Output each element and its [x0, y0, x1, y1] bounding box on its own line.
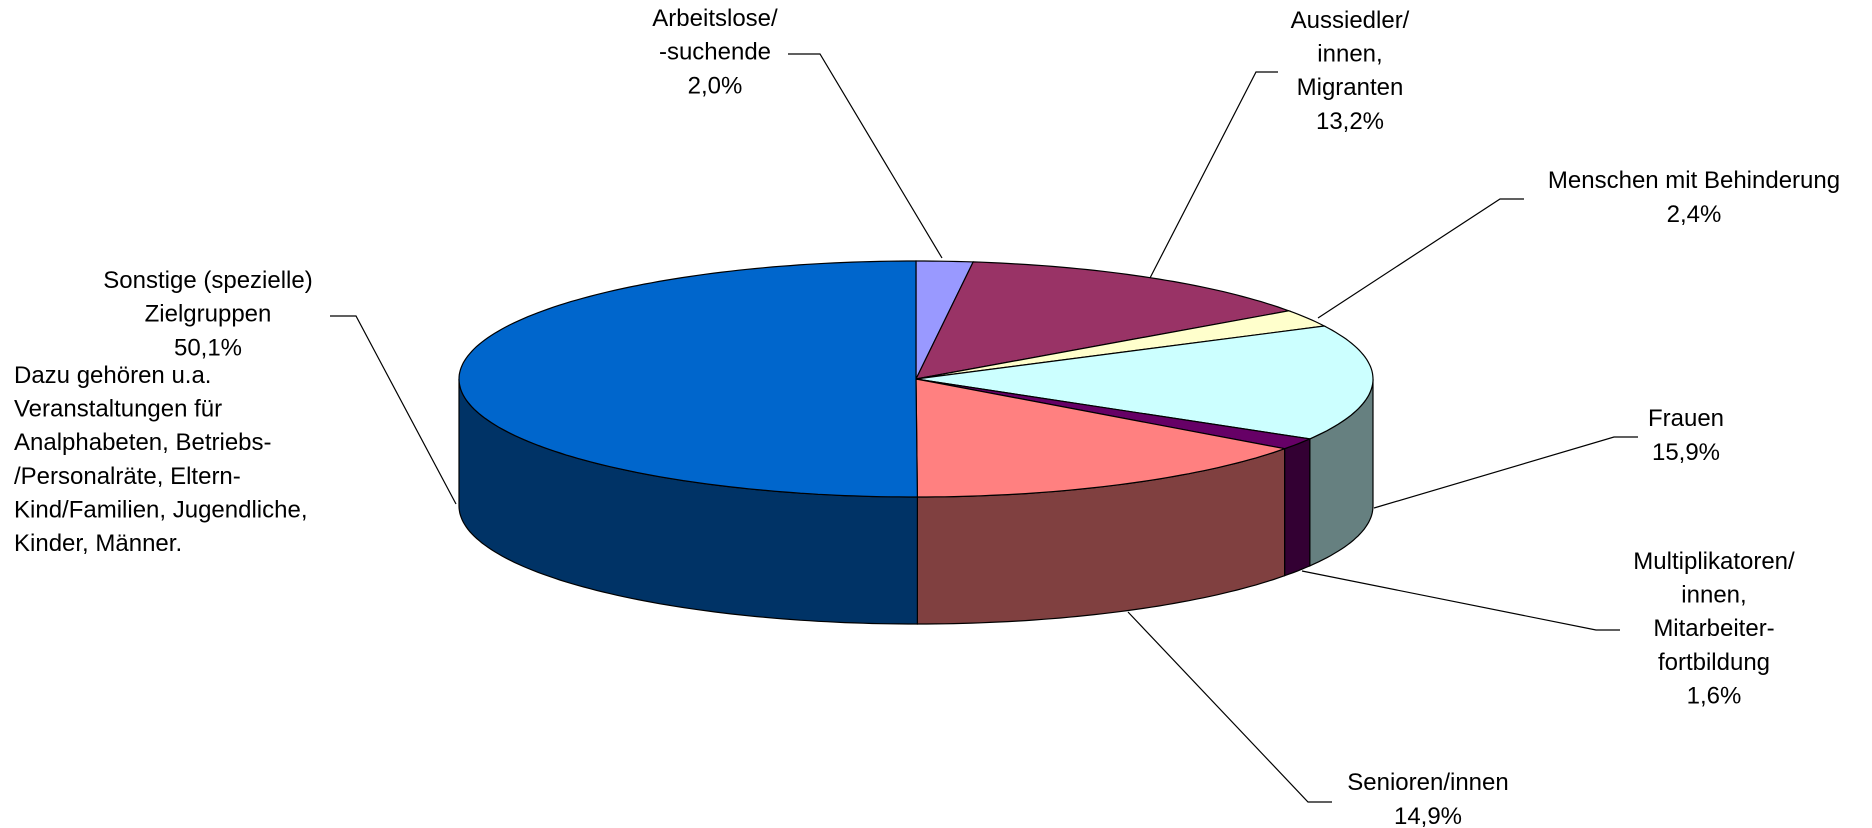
value-label: 13,2%: [1316, 108, 1384, 135]
annotation: Dazu gehören u.a. Veranstaltungen für Anal…: [14, 362, 308, 557]
slice-label: Senioren/innen: [1347, 769, 1508, 796]
slice: [915, 325, 1374, 440]
leader-line: [1301, 570, 1620, 631]
slice-label: Sonstige (spezielle) Zielgruppen: [103, 267, 312, 328]
slice: [458, 260, 919, 498]
leader-line: [788, 53, 943, 259]
slice: [915, 378, 1287, 498]
slice-label: Aussiedler/innen, Migranten: [1291, 7, 1410, 101]
value-label: 1,6%: [1687, 683, 1742, 710]
slice-label: Arbeitslose/-suchende: [652, 5, 778, 66]
value-label: 15,9%: [1652, 439, 1720, 466]
slice-label: Frauen: [1648, 405, 1724, 432]
slice: [915, 378, 1313, 450]
slice-side: [1284, 438, 1311, 577]
value-label: 14,9%: [1394, 803, 1462, 828]
slice: [914, 261, 1292, 380]
leader-line: [1127, 611, 1332, 803]
leader-line: [1149, 71, 1278, 279]
slice: [915, 310, 1327, 380]
leader-line: [330, 315, 457, 505]
value-label: 2,4%: [1667, 201, 1722, 228]
leader-line: [1373, 436, 1638, 509]
slice-label: Multiplikatoren/innen, Mitarbeiter-fortbi…: [1633, 548, 1795, 676]
leader-line: [1317, 198, 1524, 319]
value-label: 2,0%: [688, 73, 743, 100]
value-label: 50,1%: [174, 335, 242, 362]
slice-label: Menschen mit Behinderung: [1548, 167, 1840, 194]
